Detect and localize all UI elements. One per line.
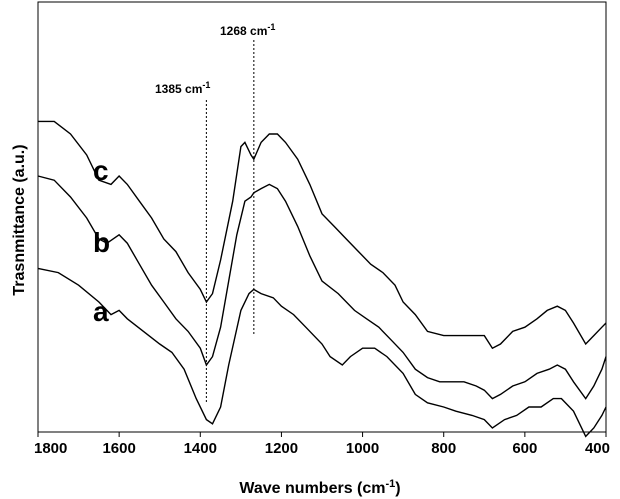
- annotation-1385: 1385 cm-1: [155, 80, 210, 96]
- x-tick-label-800: 800: [431, 440, 456, 457]
- series-a-line: [37, 267, 607, 438]
- x-tick-label-400: 400: [585, 440, 610, 457]
- annotation-1268: 1268 cm-1: [220, 22, 275, 38]
- x-tick-label-1800: 1800: [34, 440, 67, 457]
- series-c-line: [38, 120, 607, 350]
- x-tick-label-600: 600: [512, 440, 537, 457]
- curve-label-b: b: [93, 227, 110, 258]
- x-tick-label-1200: 1200: [265, 440, 298, 457]
- x-tick-label-1000: 1000: [346, 440, 379, 457]
- x-axis-ticks: 1800 1600 1400 1200 1000 800 600 400: [34, 432, 610, 457]
- x-tick-label-1600: 1600: [102, 440, 135, 457]
- x-tick-label-1400: 1400: [184, 440, 217, 457]
- y-axis-title: Trasnmittance (a.u.): [11, 144, 28, 295]
- spectra: [37, 120, 607, 438]
- reference-lines: [205, 40, 255, 402]
- plot-frame: [37, 1, 607, 433]
- curve-label-a: a: [93, 296, 109, 327]
- series-b-line: [37, 175, 607, 400]
- x-axis-title: Wave numbers (cm-1): [239, 478, 400, 497]
- curve-label-c: c: [93, 155, 109, 186]
